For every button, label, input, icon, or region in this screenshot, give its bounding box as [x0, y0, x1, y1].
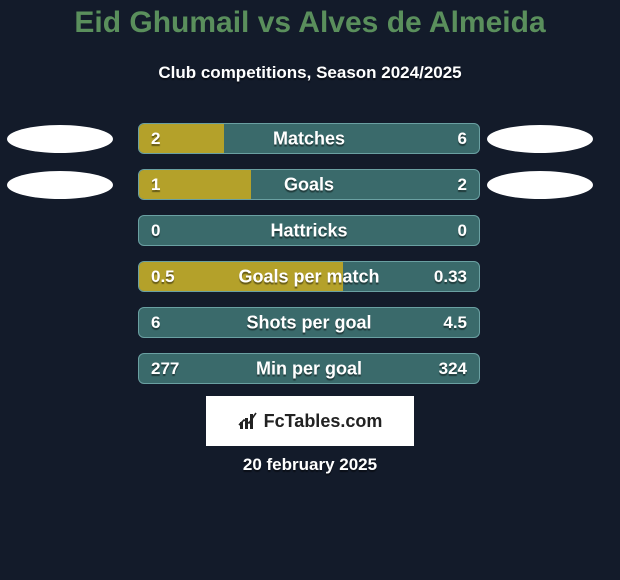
stage: Eid Ghumail vs Alves de Almeida Club com… — [0, 0, 620, 580]
stat-right-value: 0.33 — [434, 267, 467, 287]
player-ellipse-right — [487, 171, 593, 199]
stat-label: Min per goal — [256, 358, 362, 379]
chart-icon — [238, 411, 258, 431]
stat-left-value: 1 — [151, 175, 160, 195]
stat-right-value: 6 — [458, 129, 467, 149]
brand-badge: FcTables.com — [206, 396, 414, 446]
stat-left-value: 277 — [151, 359, 179, 379]
stat-right-value: 324 — [439, 359, 467, 379]
subtitle: Club competitions, Season 2024/2025 — [0, 63, 620, 83]
player-ellipse-right — [487, 125, 593, 153]
stat-left-value: 0 — [151, 221, 160, 241]
stat-right-value: 2 — [458, 175, 467, 195]
player-ellipse-left — [7, 125, 113, 153]
stat-bar: 2 Matches 6 — [138, 123, 480, 154]
stat-left-value: 6 — [151, 313, 160, 333]
stat-bar: 277 Min per goal 324 — [138, 353, 480, 384]
stat-label: Goals — [284, 174, 334, 195]
stat-bar: 1 Goals 2 — [138, 169, 480, 200]
stat-left-value: 2 — [151, 129, 160, 149]
stat-label: Shots per goal — [246, 312, 371, 333]
stat-bars: 2 Matches 6 1 Goals 2 0 Hattricks 0 0.5 Goals per … — [138, 123, 480, 384]
stat-right-value: 0 — [458, 221, 467, 241]
player-ellipse-left — [7, 171, 113, 199]
stat-left-value: 0.5 — [151, 267, 175, 287]
stat-label: Goals per match — [238, 266, 379, 287]
stat-bar: 6 Shots per goal 4.5 — [138, 307, 480, 338]
stat-right-value: 4.5 — [443, 313, 467, 333]
brand-text: FcTables.com — [264, 411, 383, 432]
stat-label: Hattricks — [270, 220, 347, 241]
stat-bar: 0.5 Goals per match 0.33 — [138, 261, 480, 292]
stat-label: Matches — [273, 128, 345, 149]
page-title: Eid Ghumail vs Alves de Almeida — [0, 6, 620, 40]
date-text: 20 february 2025 — [0, 455, 620, 475]
stat-bar: 0 Hattricks 0 — [138, 215, 480, 246]
